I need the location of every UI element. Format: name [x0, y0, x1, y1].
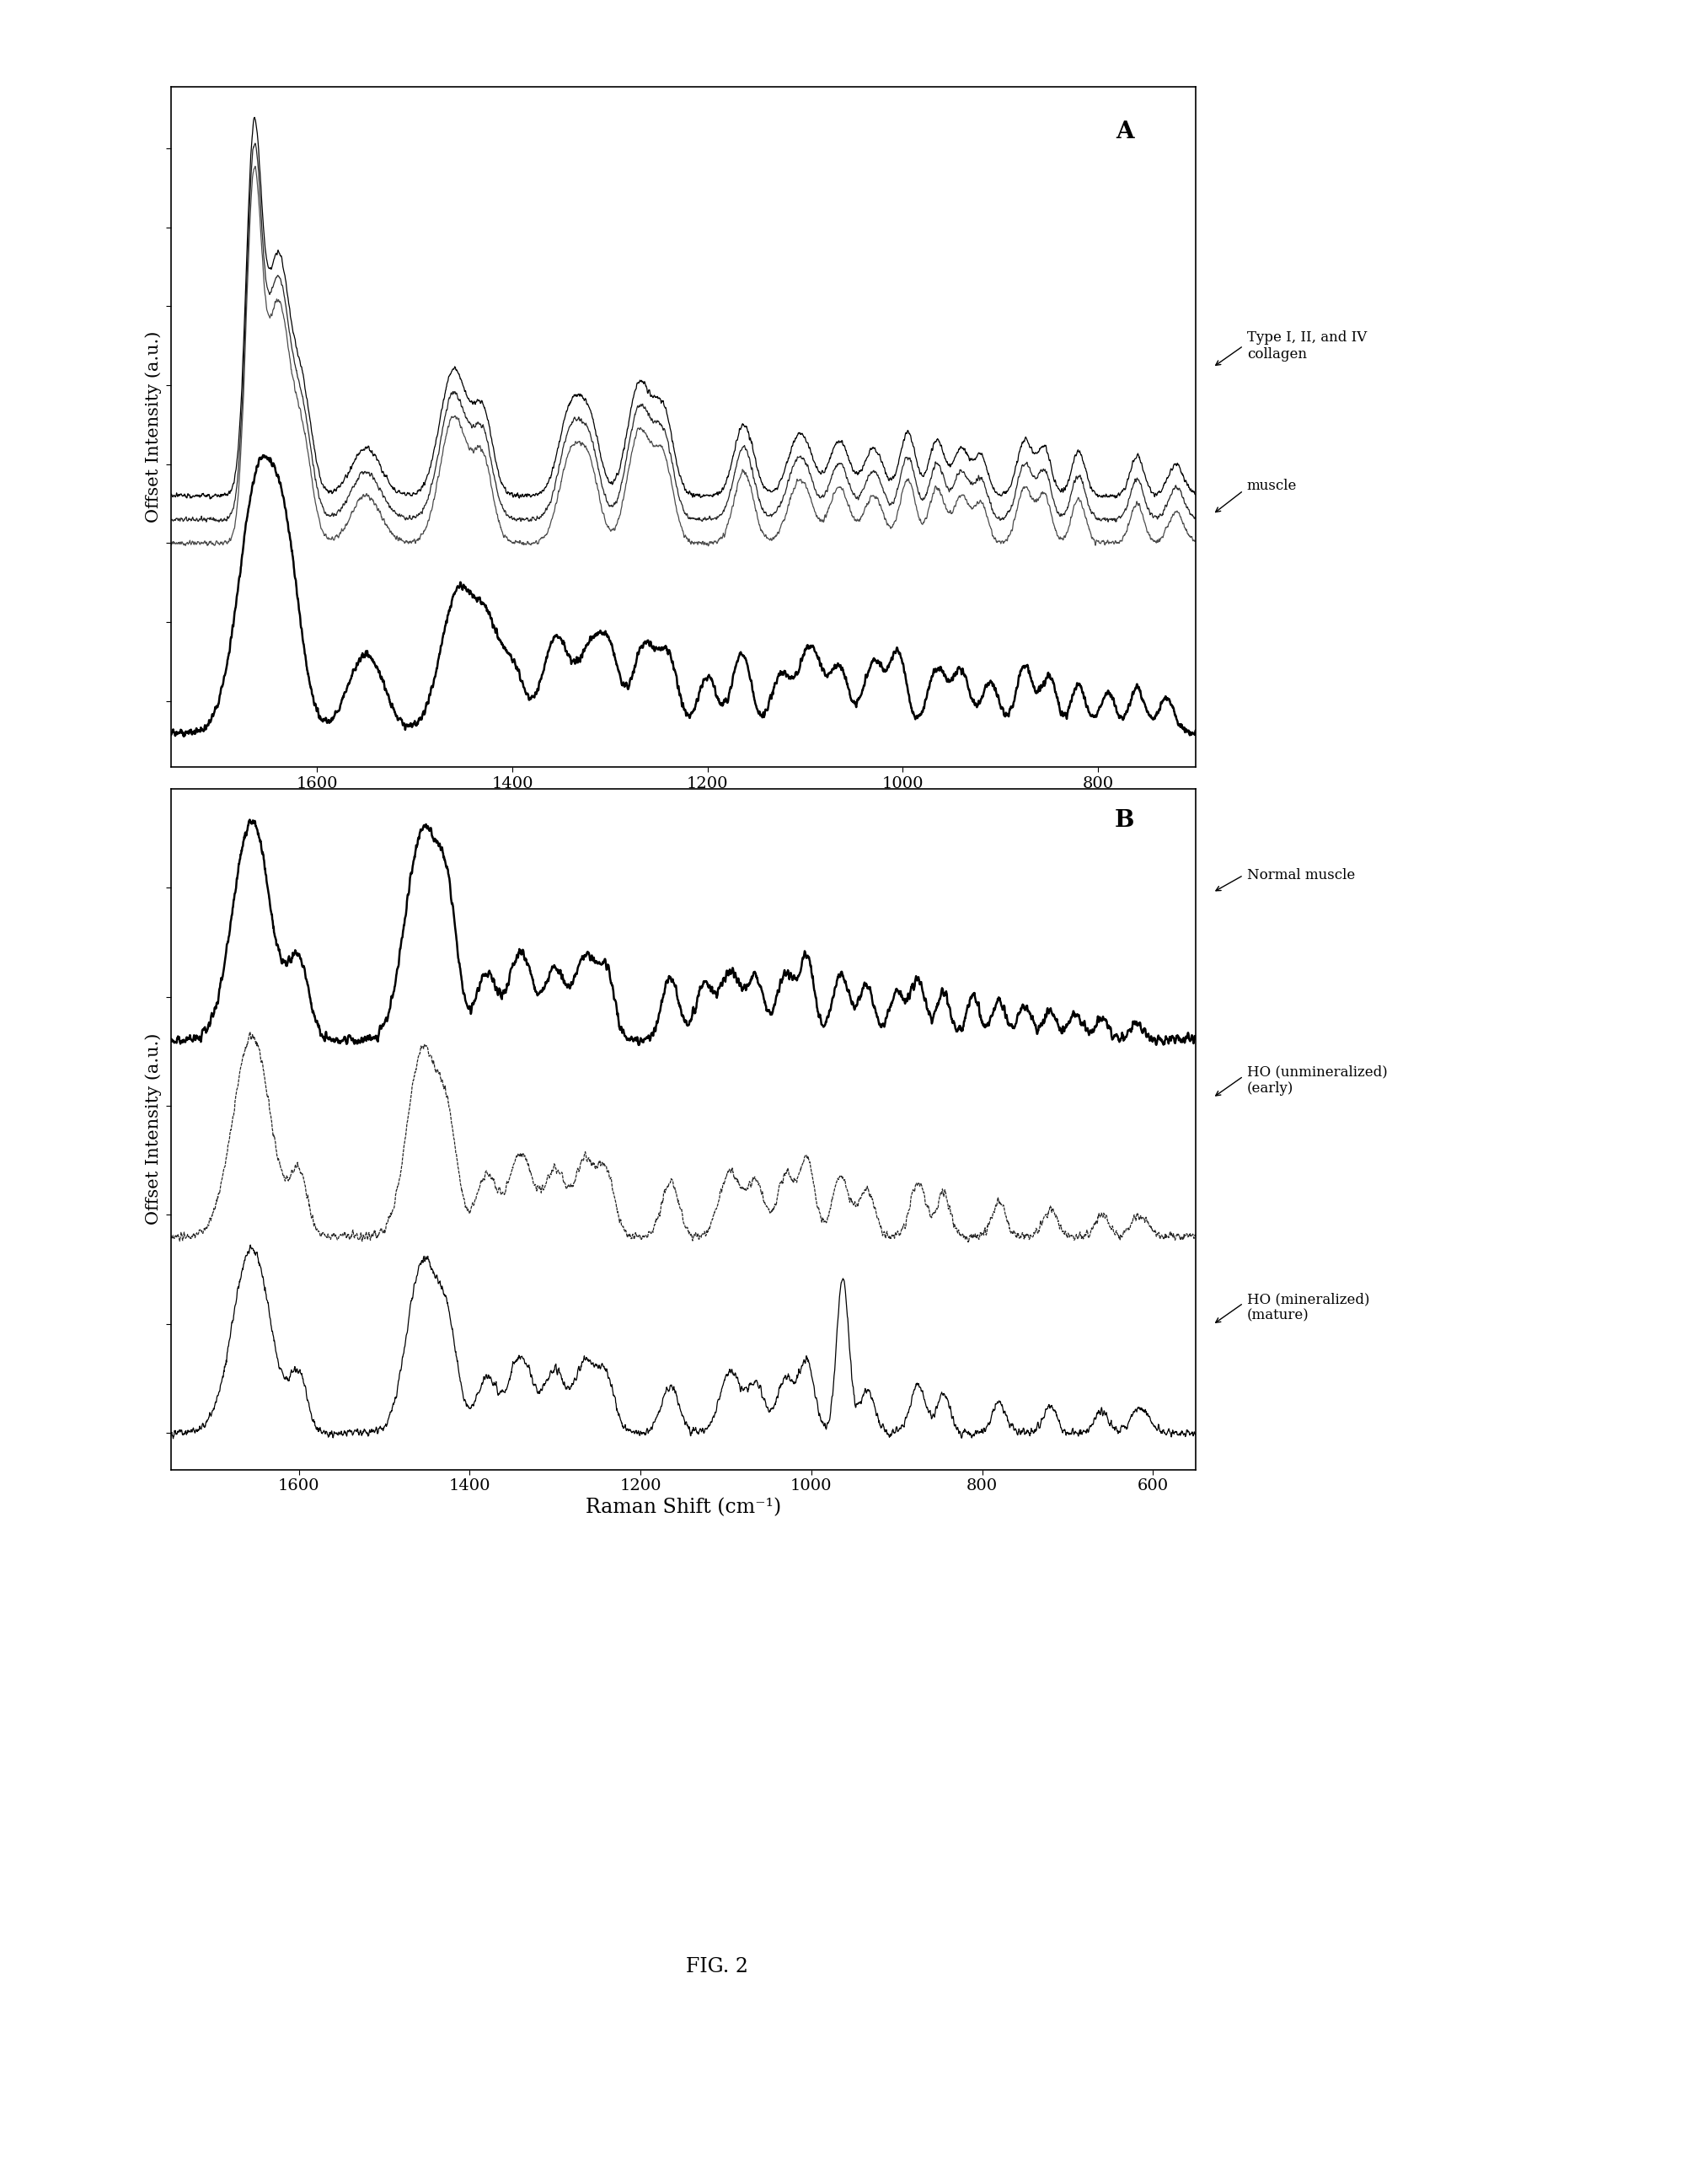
Text: Type I, II, and IV
collagen: Type I, II, and IV collagen: [1247, 331, 1366, 361]
Text: HO (mineralized)
(mature): HO (mineralized) (mature): [1247, 1292, 1370, 1323]
X-axis label: Raman Shift (cm⁻¹): Raman Shift (cm⁻¹): [586, 1498, 781, 1517]
Y-axis label: Offset Intensity (a.u.): Offset Intensity (a.u.): [145, 1033, 162, 1225]
Text: muscle: muscle: [1247, 480, 1296, 493]
Text: A: A: [1115, 121, 1134, 143]
Text: B: B: [1114, 808, 1134, 832]
Text: HO (unmineralized)
(early): HO (unmineralized) (early): [1247, 1065, 1387, 1096]
Y-axis label: Offset Intensity (a.u.): Offset Intensity (a.u.): [145, 331, 162, 523]
Text: Normal muscle: Normal muscle: [1247, 869, 1354, 882]
Text: FIG. 2: FIG. 2: [687, 1958, 748, 1975]
